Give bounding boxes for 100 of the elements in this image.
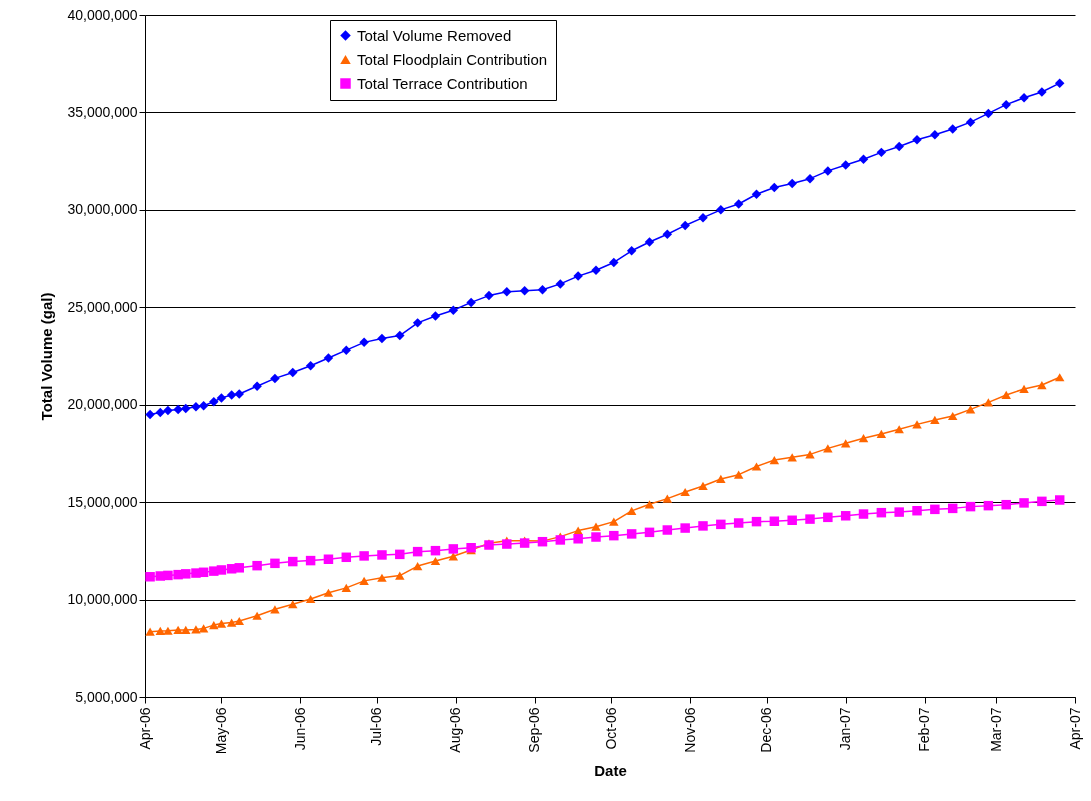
x-tick-label: Oct-06 [602,707,619,750]
point [270,605,280,614]
point [876,147,887,158]
point [930,504,940,515]
point [412,546,423,557]
point [537,285,548,295]
point [733,518,744,528]
x-tick-label: Feb-07 [916,707,933,752]
point [591,265,601,276]
x-tick-label: Jan-07 [837,707,854,751]
point [448,544,459,554]
y-tick-label: 10,000,000 [67,591,138,608]
point [840,439,851,448]
point [323,353,334,363]
point [644,237,655,247]
point [252,381,262,391]
point [858,154,869,164]
point [1001,99,1011,110]
point [662,525,673,535]
point [502,286,512,297]
point [430,311,441,321]
point [288,556,298,567]
point [823,512,833,523]
point [412,561,423,571]
point [751,462,762,471]
point [840,160,851,170]
point [216,393,227,403]
point [983,500,994,511]
point [323,588,334,597]
x-tick-label: Aug-06 [447,707,464,753]
point [359,576,369,585]
point [430,556,441,566]
point [769,455,780,465]
y-tick-label: 15,000,000 [67,493,138,510]
point [930,415,940,425]
point [191,401,201,412]
point [466,297,476,308]
x-tick-label: Nov-06 [681,707,698,753]
point [1019,498,1029,508]
point [591,522,601,531]
point [894,425,904,434]
point [145,627,155,636]
point [894,507,904,517]
point [751,189,762,200]
point [716,474,726,484]
point [733,199,744,209]
point [983,108,994,119]
x-axis-title: Date [594,762,627,780]
point [341,583,352,592]
point [198,624,209,633]
point [288,600,298,609]
point [626,506,637,516]
y-tick-label: 30,000,000 [67,201,138,218]
y-axis-title: Total Volume (gal) [38,292,56,421]
point [145,409,155,420]
point [555,535,566,545]
point [769,182,780,193]
point [181,569,191,579]
point [359,551,369,561]
point [716,205,726,215]
point [573,534,583,544]
point [305,361,316,371]
point [698,481,708,491]
point [216,565,227,575]
y-tick-label: 35,000,000 [67,103,138,120]
point [680,220,690,231]
x-tick-label: Apr-07 [1066,707,1083,750]
point [698,212,708,223]
point [341,345,352,355]
point [805,173,815,184]
point [609,517,619,526]
point [412,318,423,328]
point [519,285,530,296]
point [965,117,976,127]
point [155,407,166,418]
x-tick-label: Apr-06 [136,707,153,750]
point [947,503,958,514]
point [840,511,851,521]
point [947,124,958,134]
point [609,257,619,268]
point [787,515,797,526]
point [234,563,245,573]
point [965,405,976,414]
point [377,333,387,344]
point [305,594,316,604]
point [270,558,280,569]
y-tick-label: 40,000,000 [67,6,138,23]
point [377,550,387,560]
point [983,398,994,407]
point [288,367,298,378]
point [947,411,958,421]
point [876,429,887,439]
point [1037,380,1047,390]
point [252,611,262,620]
legend-label: Total Floodplain Contribution [357,50,548,68]
point [680,487,690,497]
legend-label: Total Volume Removed [357,26,512,44]
point [234,616,245,626]
point [609,530,619,541]
point [155,626,166,636]
